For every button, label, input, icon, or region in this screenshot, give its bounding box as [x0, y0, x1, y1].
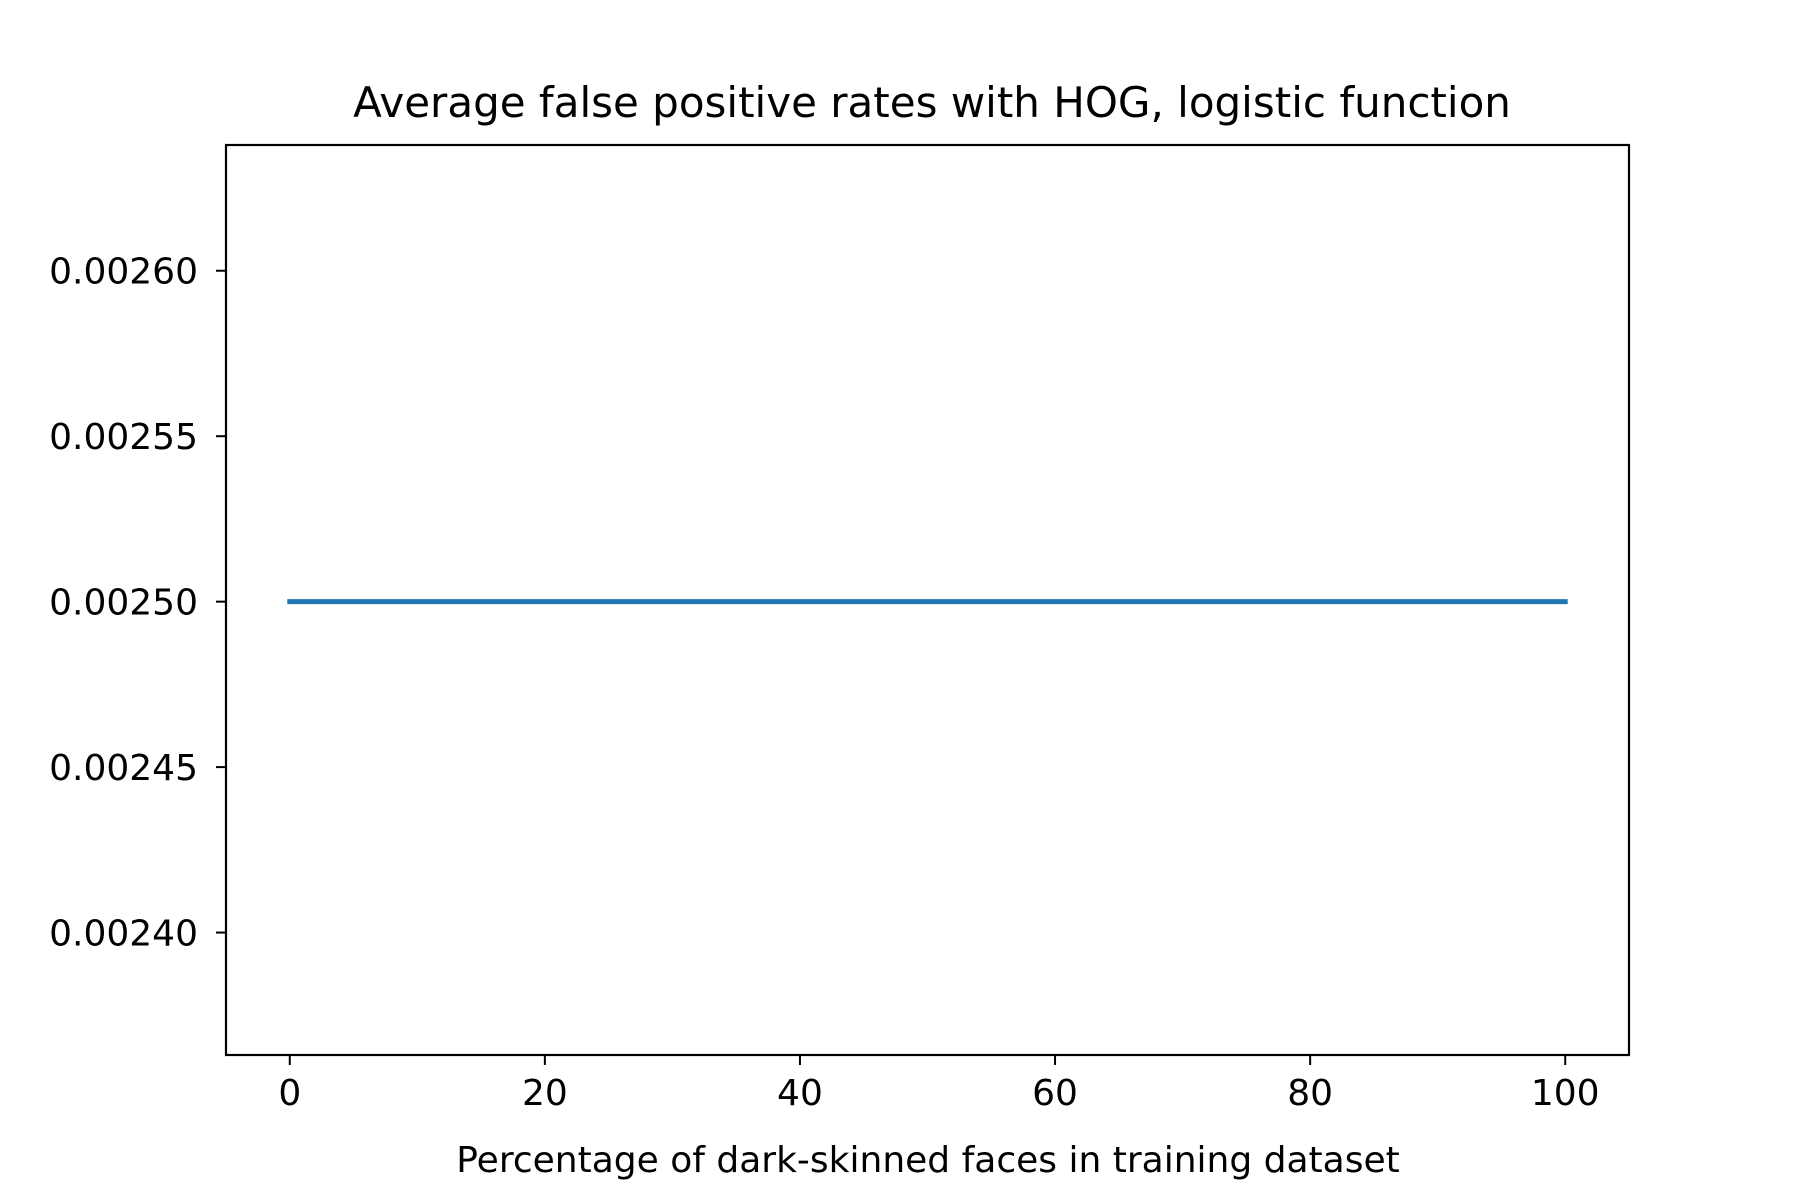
plot-frame: [224, 143, 1631, 1057]
x-tick-label: 60: [1032, 1073, 1078, 1114]
y-tick-label: 0.00260: [49, 252, 198, 293]
x-tick-label: 40: [777, 1073, 823, 1114]
x-tick-label: 100: [1531, 1073, 1600, 1114]
x-tick-label: 20: [522, 1073, 568, 1114]
x-axis-ticks: 0 20 40 60 80 100: [278, 1055, 1600, 1114]
y-tick-label: 0.00240: [49, 914, 198, 955]
x-tick-label: 0: [278, 1073, 301, 1114]
y-tick-label: 0.00255: [49, 417, 198, 458]
y-axis-ticks: 0.00240 0.00245 0.00250 0.00255 0.00260: [49, 252, 226, 955]
x-tick-label: 80: [1287, 1073, 1333, 1114]
y-tick-label: 0.00250: [49, 583, 198, 624]
y-tick-label: 0.00245: [49, 748, 198, 789]
x-axis-label: Percentage of dark-skinned faces in trai…: [456, 1140, 1400, 1181]
chart-title: Average false positive rates with HOG, l…: [353, 78, 1511, 127]
